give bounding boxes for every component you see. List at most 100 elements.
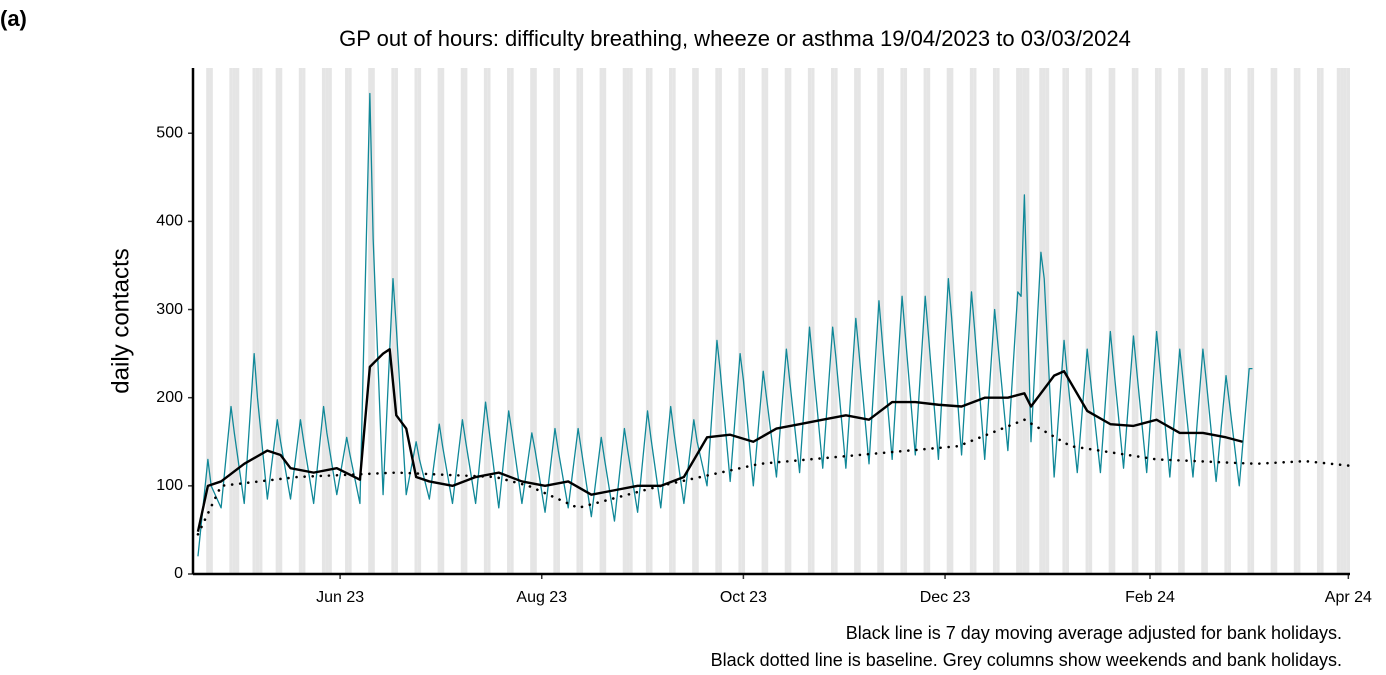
shaded-day xyxy=(880,68,884,574)
shaded-day xyxy=(788,68,792,574)
shaded-day xyxy=(298,68,303,574)
shaded-day xyxy=(321,68,326,574)
panel-label: (a) xyxy=(0,6,27,31)
shaded-day xyxy=(553,68,557,574)
shaded-day xyxy=(328,68,332,574)
shaded-day xyxy=(417,68,422,574)
shaded-day xyxy=(996,68,1000,574)
shaded-day xyxy=(414,68,418,574)
shaded-day xyxy=(1131,68,1136,574)
shaded-day xyxy=(926,68,931,574)
shaded-day xyxy=(831,68,835,574)
shaded-day xyxy=(629,68,633,574)
shaded-day xyxy=(738,68,742,574)
shaded-day xyxy=(345,68,349,574)
shaded-day xyxy=(903,68,908,574)
series-line xyxy=(197,92,1253,557)
shaded-day xyxy=(275,68,279,574)
shaded-day xyxy=(692,68,696,574)
y-tick-label: 500 xyxy=(156,124,183,141)
y-tick-label: 300 xyxy=(156,301,183,318)
shaded-day xyxy=(900,68,904,574)
shaded-day xyxy=(784,68,789,574)
shaded-day xyxy=(1181,68,1185,574)
shaded-day xyxy=(1227,68,1231,574)
shaded-day xyxy=(464,68,468,574)
shaded-day xyxy=(1042,68,1046,574)
shaded-day xyxy=(1154,68,1159,574)
shaded-day xyxy=(278,68,283,574)
shaded-day xyxy=(232,68,236,574)
shaded-day xyxy=(923,68,927,574)
shaded-day xyxy=(626,68,630,574)
shaded-day xyxy=(761,68,765,574)
shaded-day xyxy=(1062,68,1066,574)
shaded-day xyxy=(973,68,977,574)
shaded-day xyxy=(1297,68,1301,574)
shaded-day xyxy=(1135,68,1139,574)
shaded-day xyxy=(1346,68,1350,574)
shaded-day xyxy=(602,68,607,574)
shaded-day xyxy=(1247,68,1251,574)
x-tick-label: Feb 24 xyxy=(1125,589,1175,606)
shaded-day xyxy=(579,68,584,574)
shaded-day xyxy=(368,68,372,574)
shaded-day xyxy=(1343,68,1347,574)
note: Black line is 7 day moving average adjus… xyxy=(846,623,1342,643)
shaded-day xyxy=(1045,68,1050,574)
shaded-day xyxy=(530,68,534,574)
y-axis-label: daily contacts xyxy=(107,248,134,393)
shaded-day xyxy=(1273,68,1278,574)
shaded-day xyxy=(1088,68,1093,574)
shaded-day xyxy=(1320,68,1324,574)
shaded-day xyxy=(235,68,240,574)
shaded-day xyxy=(348,68,352,574)
shaded-day xyxy=(1204,68,1208,574)
shaded-day xyxy=(834,68,838,574)
shaded-day xyxy=(437,68,441,574)
shaded-day xyxy=(1178,68,1182,574)
shaded-day xyxy=(764,68,769,574)
shaded-day xyxy=(807,68,812,574)
x-tick-label: Oct 23 xyxy=(720,589,767,606)
shaded-day xyxy=(1336,68,1341,574)
shaded-day xyxy=(510,68,514,574)
shaded-day xyxy=(325,68,329,574)
shaded-day xyxy=(1019,68,1023,574)
x-tick-label: Aug 23 xyxy=(516,589,567,606)
shaded-day xyxy=(695,68,699,574)
shaded-day xyxy=(1270,68,1274,574)
shaded-day xyxy=(255,68,260,574)
shaded-day xyxy=(1293,68,1298,574)
shaded-day xyxy=(969,68,974,574)
shaded-day xyxy=(252,68,256,574)
shaded-day xyxy=(1250,68,1255,574)
shaded-day xyxy=(1316,68,1321,574)
shaded-day xyxy=(718,68,722,574)
x-tick-label: Apr 24 xyxy=(1325,589,1372,606)
shaded-day xyxy=(622,68,627,574)
shaded-day xyxy=(391,68,395,574)
shaded-day xyxy=(556,68,560,574)
x-tick-label: Dec 23 xyxy=(920,589,971,606)
shaded-day xyxy=(649,68,653,574)
shaded-day xyxy=(507,68,511,574)
shaded-day xyxy=(599,68,603,574)
shaded-day xyxy=(460,68,465,574)
shaded-day xyxy=(1224,68,1228,574)
shaded-day xyxy=(576,68,580,574)
y-tick-label: 100 xyxy=(156,477,183,494)
shaded-day xyxy=(741,68,746,574)
shaded-day xyxy=(877,68,881,574)
x-tick-label: Jun 23 xyxy=(316,589,364,606)
shaded-day xyxy=(1039,68,1043,574)
shaded-day xyxy=(371,68,375,574)
shaded-day xyxy=(259,68,263,574)
shaded-day xyxy=(1065,68,1070,574)
y-tick-label: 200 xyxy=(156,389,183,406)
shaded-day xyxy=(206,68,210,574)
series-line xyxy=(196,348,1243,532)
shaded-day xyxy=(1158,68,1162,574)
shaded-day xyxy=(1111,68,1116,574)
